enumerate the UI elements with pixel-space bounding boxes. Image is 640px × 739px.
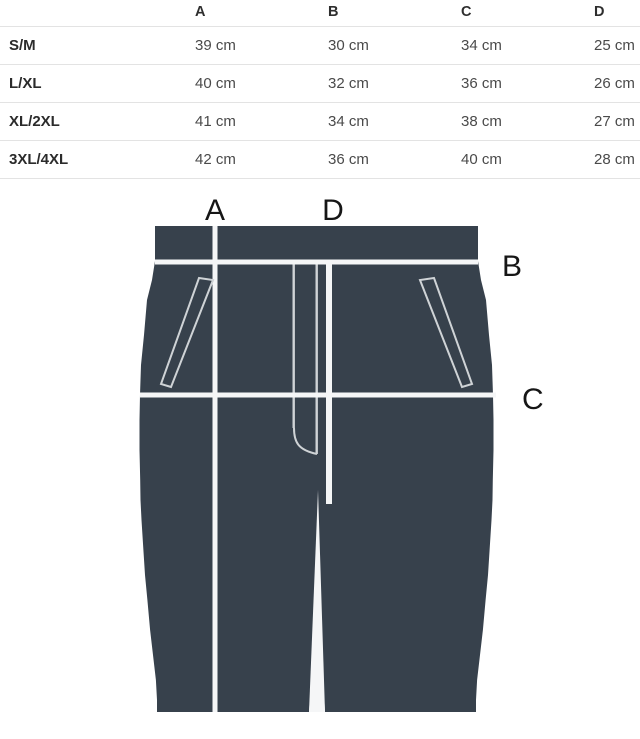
svg-text:C: C [522, 383, 544, 416]
svg-text:B: B [502, 250, 522, 283]
svg-text:D: D [322, 194, 344, 227]
svg-text:A: A [205, 194, 225, 227]
